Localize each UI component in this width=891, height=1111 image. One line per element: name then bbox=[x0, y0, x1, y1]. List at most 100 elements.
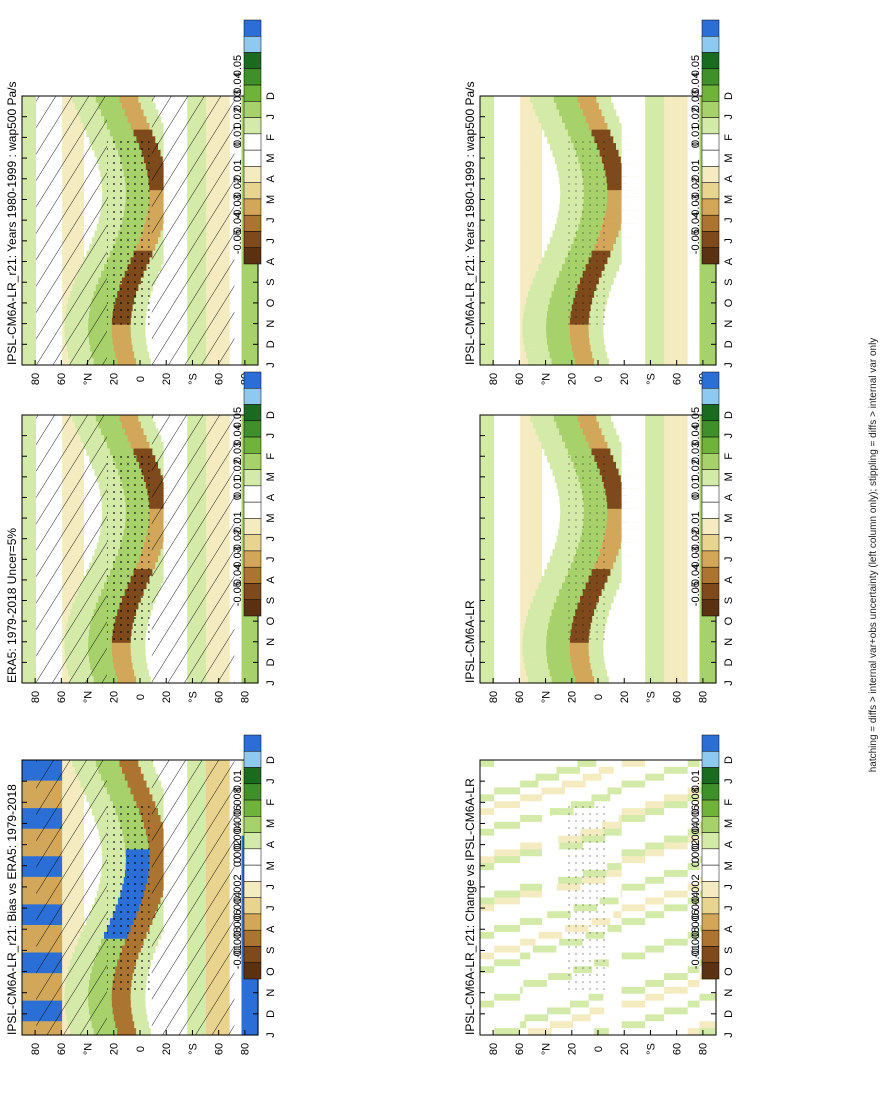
colorbar-label: -0.04 bbox=[690, 212, 702, 237]
month-tick-label: N bbox=[723, 320, 735, 328]
month-tick-label: M bbox=[723, 513, 735, 522]
colorbar-label: -0.04 bbox=[690, 564, 702, 589]
month-tick-label: D bbox=[723, 1010, 735, 1018]
colorbar-swatch bbox=[701, 436, 720, 454]
panel-title: ERA5: 1979-2018 Uncer=5% bbox=[5, 528, 19, 683]
month-tick-label: M bbox=[265, 861, 277, 870]
colorbar-swatch bbox=[243, 101, 262, 118]
stippling-overlay bbox=[106, 136, 150, 325]
colorbar-label: 0.006 bbox=[690, 805, 702, 833]
colorbar-label: 0.004 bbox=[232, 822, 244, 850]
latitude-tick-label: 0 bbox=[135, 376, 147, 382]
colorbar-label: -0.02 bbox=[690, 529, 702, 554]
colorbar-swatch bbox=[243, 166, 262, 183]
stippling-overlay bbox=[564, 136, 608, 325]
colorbar-swatch bbox=[243, 19, 262, 37]
colorbar-swatch bbox=[701, 848, 720, 866]
stippling-overlay bbox=[106, 801, 150, 994]
latitude-tick-label: 60 bbox=[514, 691, 526, 703]
month-tick-label: D bbox=[265, 411, 277, 419]
colorbar-label: 0 bbox=[232, 857, 244, 863]
month-tick-label: J bbox=[265, 557, 277, 563]
colorbar-label: -0.04 bbox=[232, 212, 244, 237]
colorbar-swatch bbox=[243, 946, 262, 963]
colorbar-label: 0.05 bbox=[690, 55, 702, 76]
colorbar-swatch bbox=[701, 404, 720, 422]
month-tick-label: S bbox=[265, 947, 277, 954]
colorbar-swatch bbox=[701, 371, 720, 389]
colorbar-swatch bbox=[243, 518, 262, 535]
colorbar-swatch bbox=[701, 913, 720, 931]
month-tick-label: O bbox=[723, 298, 735, 307]
colorbar-swatch bbox=[701, 68, 720, 86]
panel-middle-left: D J F M A M J J A S O N D J 80 60 °N 20 0 20 °S 60 80 ERA5: 197… bbox=[5, 371, 277, 703]
panel-title: IPSL-CM6A-LR_r21: Years 1980-1999 : wap5… bbox=[5, 81, 19, 365]
latitude-tick-label: °S bbox=[645, 373, 657, 385]
colorbar-label: 0.04 bbox=[232, 72, 244, 93]
colorbar-swatch bbox=[701, 946, 720, 963]
colorbar-swatch bbox=[701, 117, 720, 135]
month-tick-label: J bbox=[723, 778, 735, 784]
month-tick-label: J bbox=[265, 536, 277, 542]
colorbar-label: 0.02 bbox=[690, 459, 702, 480]
panel-middle-right: D J F M A M J J A S O N D J 80 60 °N 20 0 20 °S 60 80 IPSL-CM6A… bbox=[463, 371, 735, 703]
colorbar-label: -0.05 bbox=[690, 581, 702, 606]
month-tick-label: F bbox=[265, 453, 277, 460]
latitude-tick-label: 20 bbox=[161, 691, 173, 703]
colorbar-label: 0.01 bbox=[690, 125, 702, 146]
colorbar-label: -0.03 bbox=[690, 194, 702, 219]
colorbar-swatch bbox=[243, 247, 262, 265]
latitude-tick-label: 80 bbox=[30, 1043, 42, 1055]
colorbar-label: 0.03 bbox=[232, 442, 244, 463]
month-tick-label: J bbox=[723, 680, 735, 686]
month-tick-label: N bbox=[723, 989, 735, 997]
colorbar-label: -0.01 bbox=[690, 944, 702, 969]
colorbar-swatch bbox=[701, 453, 720, 470]
latitude-tick-label: 60 bbox=[514, 373, 526, 385]
colorbar-swatch bbox=[701, 388, 720, 405]
colorbar-swatch bbox=[701, 518, 720, 535]
colorbar-label: -0.03 bbox=[232, 194, 244, 219]
latitude-tick-label: 0 bbox=[593, 1046, 605, 1052]
month-tick-label: A bbox=[265, 493, 277, 501]
month-tick-label: D bbox=[265, 92, 277, 100]
colorbar-label: -0.004 bbox=[690, 892, 702, 923]
colorbar: 0.050.040.030.020.010-0.01-0.02-0.03-0.0… bbox=[690, 371, 720, 617]
colorbar-swatch bbox=[243, 52, 262, 70]
colorbar-swatch bbox=[701, 247, 720, 265]
colorbar-swatch bbox=[243, 84, 262, 102]
month-tick-label: S bbox=[265, 597, 277, 604]
colorbar-swatch bbox=[243, 534, 262, 552]
colorbar-swatch bbox=[243, 68, 262, 86]
colorbar-label: -0.002 bbox=[232, 874, 244, 905]
hatching-overlay bbox=[36, 415, 107, 683]
colorbar-swatch bbox=[701, 767, 720, 785]
latitude-tick-label: 0 bbox=[135, 1046, 147, 1052]
month-tick-label: O bbox=[265, 967, 277, 976]
colorbar-label: -0.006 bbox=[690, 909, 702, 940]
colorbar: 0.050.040.030.020.010-0.01-0.02-0.03-0.0… bbox=[690, 19, 720, 265]
colorbar-swatch bbox=[243, 501, 262, 519]
month-tick-label: F bbox=[723, 799, 735, 806]
month-tick-label: J bbox=[265, 238, 277, 244]
month-tick-label: S bbox=[723, 947, 735, 954]
month-tick-label: O bbox=[265, 616, 277, 625]
colorbar-swatch bbox=[701, 929, 720, 947]
colorbar-swatch bbox=[701, 501, 720, 519]
panel-top-right: DJFMAMJJASONDJ8060°N20020°S6080IPSL-CM6A… bbox=[463, 19, 735, 385]
latitude-tick-label: 0 bbox=[593, 376, 605, 382]
month-tick-label: F bbox=[723, 453, 735, 460]
colorbar-label: -0.01 bbox=[232, 511, 244, 536]
month-tick-label: J bbox=[265, 884, 277, 890]
latitude-tick-label: 60 bbox=[672, 373, 684, 385]
month-tick-label: J bbox=[723, 536, 735, 542]
stippling-overlay bbox=[564, 801, 608, 994]
colorbar-swatch bbox=[701, 166, 720, 183]
month-tick-label: M bbox=[265, 472, 277, 481]
colorbar-swatch bbox=[701, 599, 720, 617]
colorbar-label: 0.05 bbox=[232, 55, 244, 76]
month-tick-label: A bbox=[723, 174, 735, 182]
latitude-tick-label: 60 bbox=[214, 1043, 226, 1055]
month-tick-label: O bbox=[723, 616, 735, 625]
month-tick-label: F bbox=[723, 134, 735, 141]
